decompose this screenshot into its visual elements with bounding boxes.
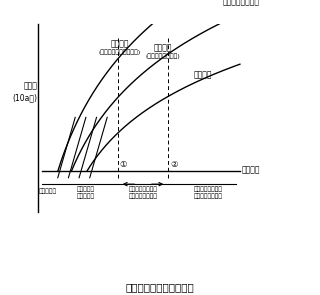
Text: (資調整作業時間を利用): (資調整作業時間を利用) (99, 50, 141, 55)
Text: 軽労化プレミアム: 軽労化プレミアム (222, 0, 260, 6)
Text: 純収益
(10a当): 純収益 (10a当) (12, 81, 37, 102)
Text: 実証体系を: 実証体系を (38, 188, 57, 194)
Text: 軽労化を考慮する
と導入すべき区間: 軽労化を考慮する と導入すべき区間 (129, 187, 157, 199)
Text: 軽労化に関わりな
く導入すべき区間: 軽労化に関わりな く導入すべき区間 (194, 187, 222, 199)
Text: 導入すべき
でない区間: 導入すべき でない区間 (77, 187, 95, 199)
Text: ①: ① (120, 160, 127, 169)
Text: ②: ② (170, 160, 178, 169)
Text: 想定面積: 想定面積 (242, 165, 260, 174)
Text: (実作業時間を利用): (実作業時間を利用) (145, 54, 180, 59)
Text: 慣行体系: 慣行体系 (193, 71, 212, 79)
Text: 図２　有利性の判定方法: 図２ 有利性の判定方法 (126, 282, 194, 292)
Text: 実証体系: 実証体系 (110, 40, 129, 49)
Text: 実証体系: 実証体系 (153, 44, 172, 53)
